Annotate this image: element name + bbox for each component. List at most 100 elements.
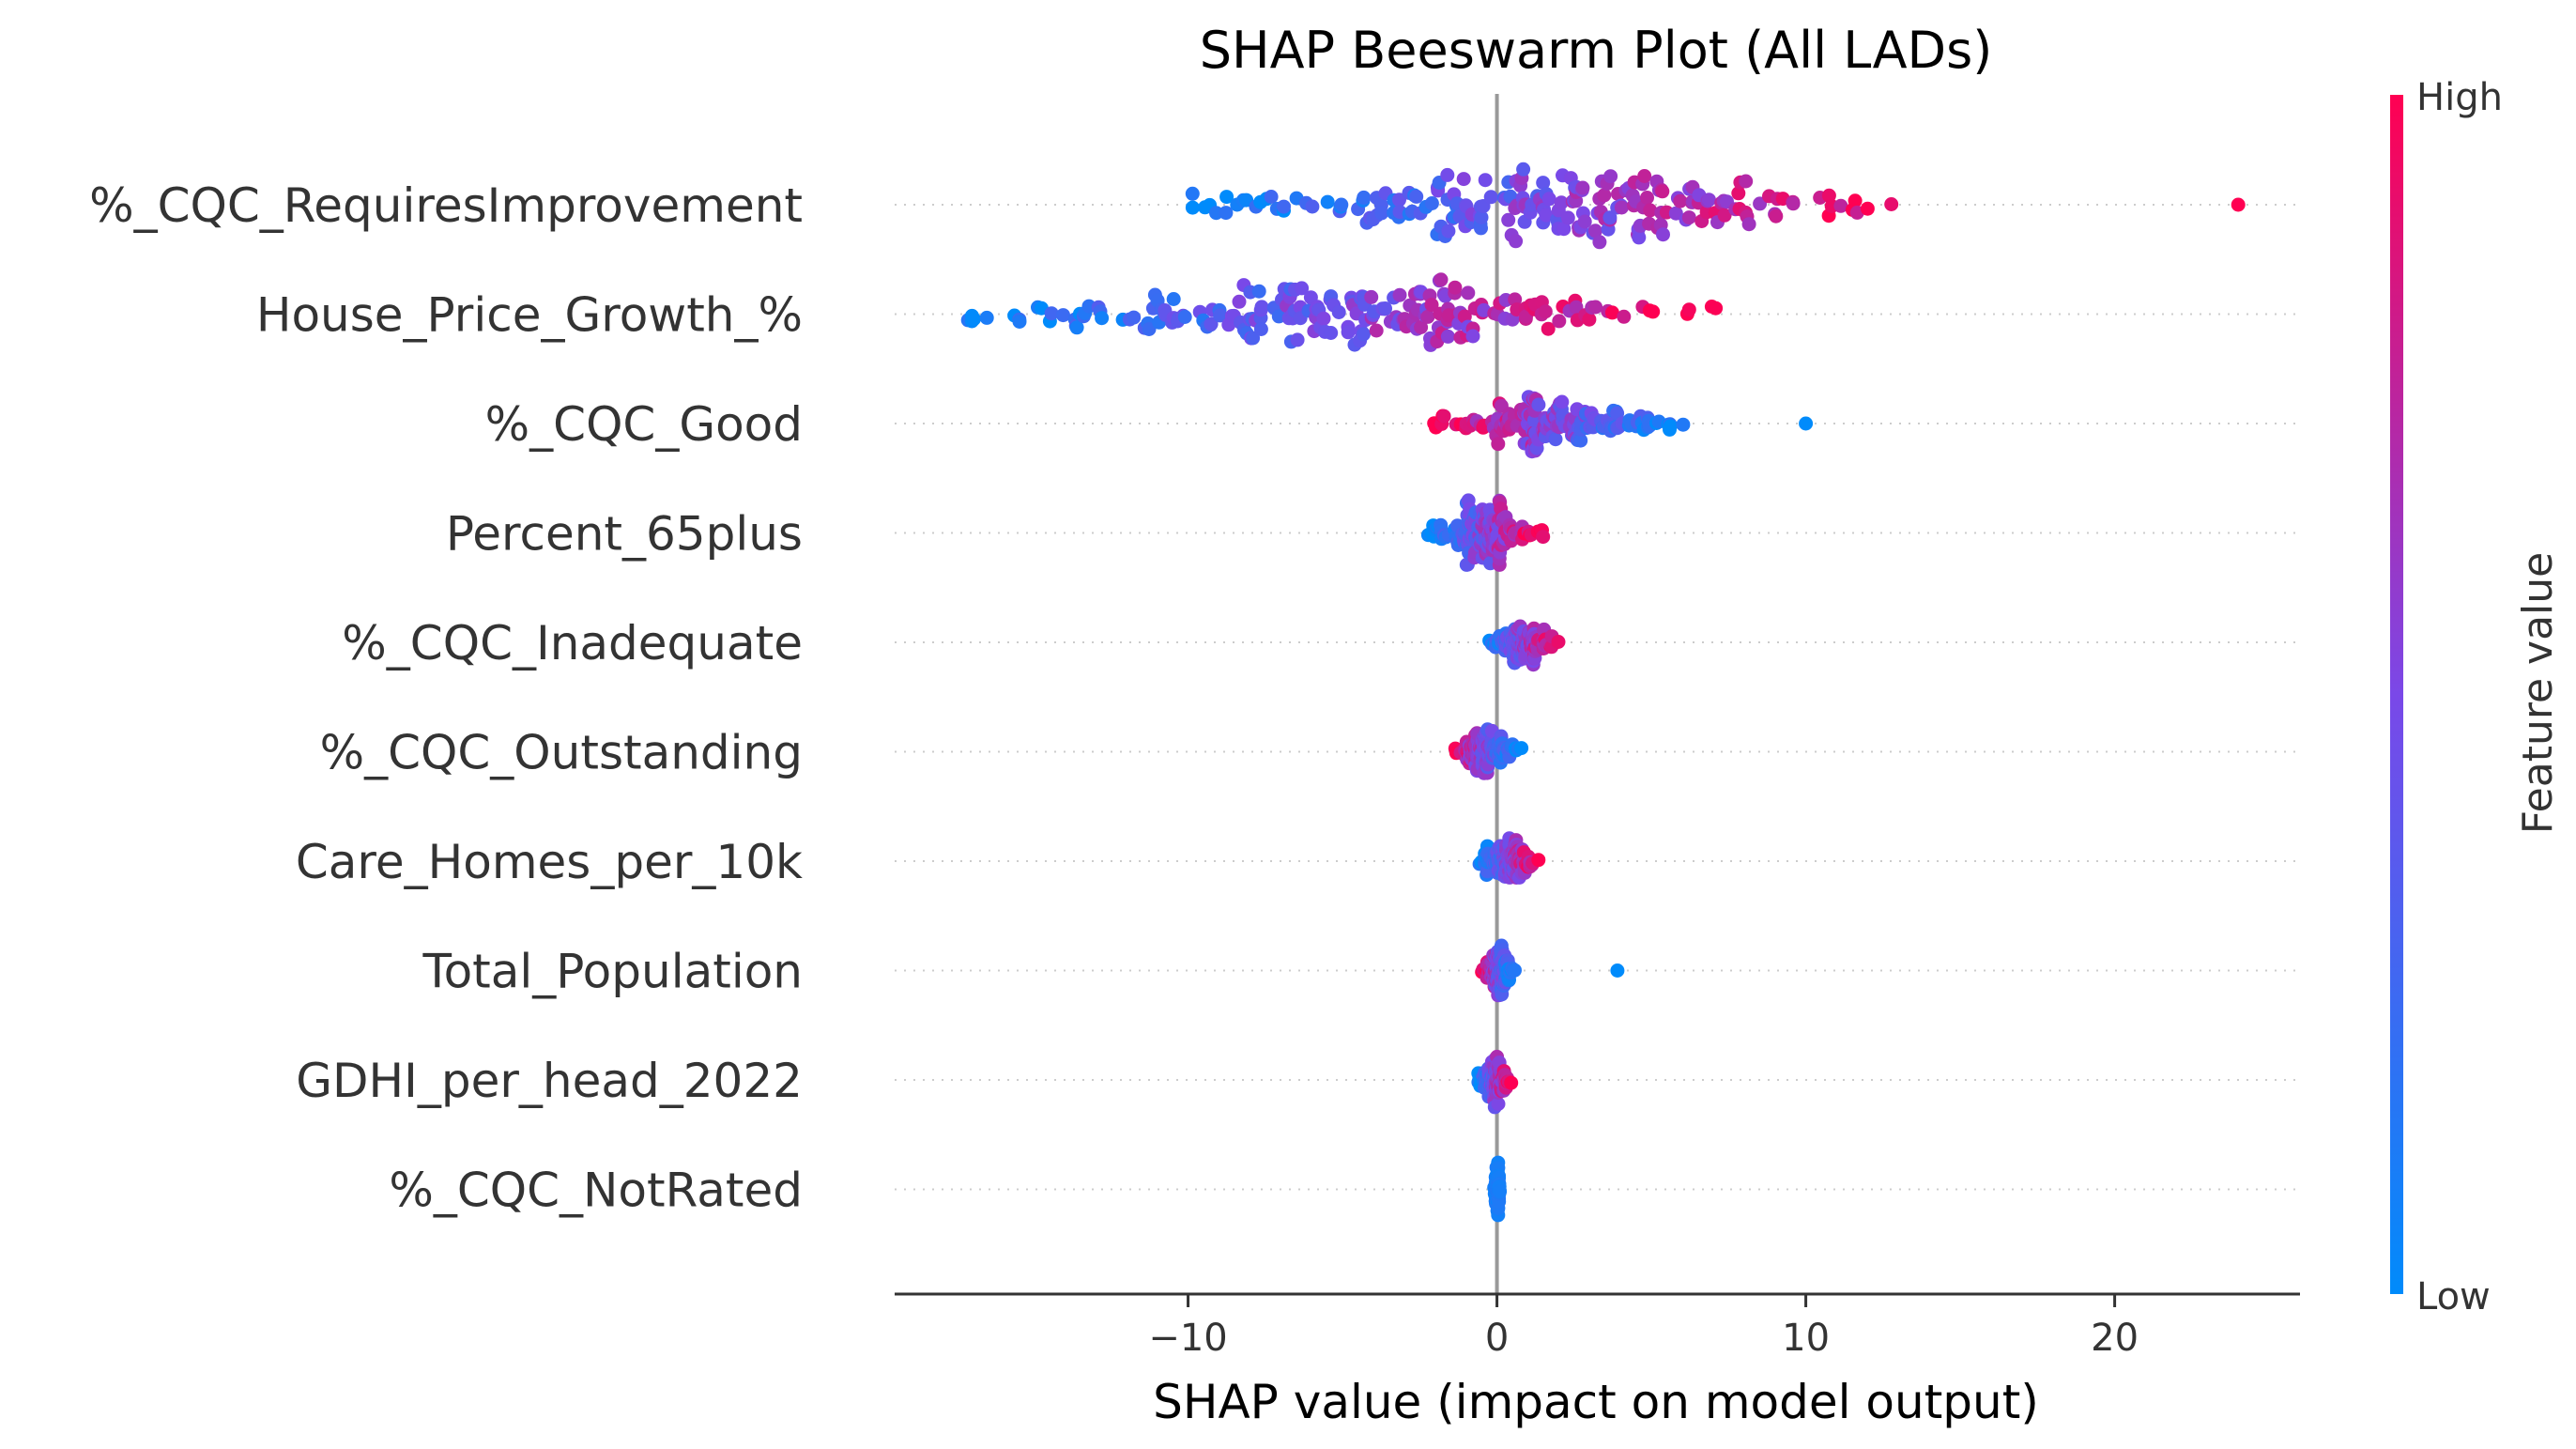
shap-point: [1582, 312, 1597, 327]
shap-point: [1219, 206, 1234, 221]
shap-point: [1681, 210, 1696, 225]
shap-point: [1483, 190, 1498, 205]
x-tick-label: 0: [1485, 1317, 1509, 1360]
shap-point: [1290, 332, 1305, 347]
shap-point: [1552, 314, 1567, 329]
shap-point: [1127, 310, 1142, 325]
shap-point: [1555, 394, 1570, 409]
shap-point: [1277, 199, 1291, 214]
shap-point: [1739, 174, 1754, 189]
shap-point: [1056, 308, 1070, 323]
shap-point: [1821, 188, 1836, 203]
shap-point: [1264, 190, 1279, 204]
shap-point: [1251, 284, 1266, 299]
shap-point: [1305, 199, 1320, 214]
data-points: [960, 162, 2246, 1223]
shap-point: [1166, 292, 1181, 306]
shap-point: [1655, 184, 1670, 199]
shap-point: [1663, 419, 1678, 434]
shap-point: [1341, 325, 1356, 340]
shap-point: [1717, 208, 1732, 223]
shap-point: [1424, 196, 1439, 210]
feature-label: GDHI_per_head_2022: [296, 1054, 803, 1108]
shap-point: [1392, 287, 1407, 302]
shap-point: [1185, 200, 1200, 215]
shap-point: [1799, 416, 1814, 431]
shap-point: [1414, 320, 1429, 334]
shap-point: [1536, 530, 1551, 545]
shap-point: [1501, 212, 1516, 227]
shap-point: [1213, 308, 1228, 323]
feature-label: %_CQC_NotRated: [389, 1164, 803, 1218]
shap-point: [1541, 192, 1556, 207]
shap-point: [1440, 167, 1455, 182]
shap-point: [1602, 210, 1618, 225]
shap-point: [1541, 321, 1556, 336]
shap-point: [1731, 186, 1746, 201]
shap-point: [1357, 190, 1372, 205]
shap-point: [1504, 1075, 1519, 1090]
shap-point: [1646, 304, 1661, 319]
shap-point: [1364, 289, 1379, 304]
shap-point: [1673, 193, 1688, 208]
shap-point: [1185, 186, 1200, 201]
shap-point: [1554, 195, 1569, 210]
feature-label: Care_Homes_per_10k: [296, 835, 803, 889]
shap-point: [1456, 172, 1471, 187]
shap-point: [1508, 963, 1522, 978]
shap-point: [1656, 227, 1670, 242]
shap-point: [1539, 208, 1554, 223]
shap-point: [1409, 189, 1424, 204]
shap-point: [1436, 408, 1451, 424]
shap-point: [1378, 301, 1392, 316]
shap-point: [1491, 1097, 1506, 1111]
shap-point: [1833, 198, 1848, 213]
x-tick-label: 10: [1782, 1317, 1830, 1360]
shap-point: [1474, 221, 1488, 236]
colorbar-title: Feature value: [2514, 552, 2562, 834]
shap-point: [1538, 304, 1553, 319]
shap-point: [1610, 963, 1625, 978]
shap-point: [1012, 315, 1027, 329]
shap-point: [1357, 327, 1371, 342]
shap-point: [1254, 300, 1269, 315]
shap-point: [1597, 188, 1612, 203]
shap-point: [1786, 196, 1801, 211]
shap-point: [1587, 224, 1602, 239]
shap-point: [1461, 285, 1476, 301]
shap-point: [1514, 741, 1529, 756]
shap-point: [966, 312, 981, 327]
shap-point: [1246, 331, 1261, 346]
shap-point: [1551, 635, 1566, 649]
shap-point: [1491, 437, 1506, 452]
row-guides: [895, 204, 2300, 1191]
shap-point: [1232, 294, 1247, 309]
shap-point: [1603, 169, 1618, 184]
shap-point: [1509, 234, 1524, 249]
shap-point: [1556, 222, 1572, 237]
shap-point: [1676, 417, 1691, 432]
shap-point: [1177, 310, 1192, 324]
shap-point: [1569, 300, 1584, 315]
shap-point: [1536, 176, 1551, 191]
shap-point: [1516, 162, 1531, 177]
shap-point: [1369, 323, 1384, 338]
shap-point: [1848, 193, 1863, 208]
colorbar-high-label: High: [2416, 76, 2503, 119]
shap-point: [1474, 210, 1489, 224]
shap-point: [1434, 272, 1449, 287]
shap-point: [1209, 206, 1223, 221]
shap-point: [1681, 302, 1696, 317]
shap-point: [1637, 169, 1652, 183]
shap-point: [1588, 300, 1603, 315]
shap-point: [1420, 309, 1435, 324]
shap-point: [1295, 281, 1310, 296]
shap-point: [1142, 322, 1157, 336]
shap-point: [1573, 433, 1588, 448]
feature-label: Total_Population: [422, 945, 803, 999]
shap-point: [1324, 326, 1339, 340]
x-tick-label: −10: [1148, 1317, 1227, 1360]
colorbar: [2390, 95, 2403, 1294]
x-axis-label: SHAP value (impact on model output): [1153, 1375, 2039, 1429]
